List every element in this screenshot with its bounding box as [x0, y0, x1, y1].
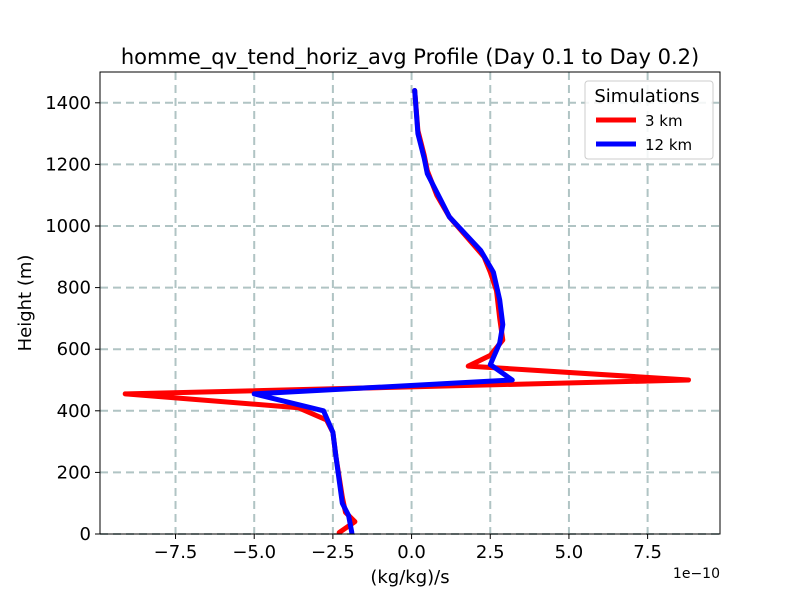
legend-box [584, 80, 714, 160]
y-tick-label: 0 [80, 524, 91, 545]
x-axis-offset: 1e−10 [673, 566, 720, 582]
axis-ticks: −7.5 −5.0 −2.5 0.0 2.5 5.0 7.5 0 200 400 600 800 100… [45, 93, 662, 563]
x-tick-label: 7.5 [633, 542, 662, 563]
y-tick-label: 1200 [45, 154, 91, 175]
plot-frame [99, 71, 721, 535]
y-tick-label: 1000 [45, 216, 91, 237]
y-tick-label: 800 [57, 278, 91, 299]
y-axis-label: Height (m) [15, 255, 36, 352]
legend-label-12km: 12 km [645, 136, 692, 154]
grid [100, 72, 720, 535]
series-line-12km [251, 88, 515, 534]
y-tick-label: 400 [57, 401, 91, 422]
x-tick-label: 5.0 [555, 542, 584, 563]
y-tick-label: 600 [57, 339, 91, 360]
x-axis-label: (kg/kg)/s [370, 567, 449, 588]
chart-title: homme_qv_tend_horiz_avg Profile (Day 0.1… [121, 45, 699, 70]
x-tick-label: 0.0 [397, 542, 426, 563]
legend: Simulations 3 km 12 km [584, 80, 714, 160]
y-tick-label: 1400 [45, 93, 91, 114]
legend-title: Simulations [594, 86, 699, 107]
x-tick-label: −7.5 [154, 542, 198, 563]
legend-label-3km: 3 km [645, 112, 683, 130]
series-layer [122, 88, 691, 534]
x-tick-label: −5.0 [232, 542, 276, 563]
x-tick-label: −2.5 [311, 542, 355, 563]
x-tick-label: 2.5 [476, 542, 505, 563]
y-tick-label: 200 [57, 462, 91, 483]
